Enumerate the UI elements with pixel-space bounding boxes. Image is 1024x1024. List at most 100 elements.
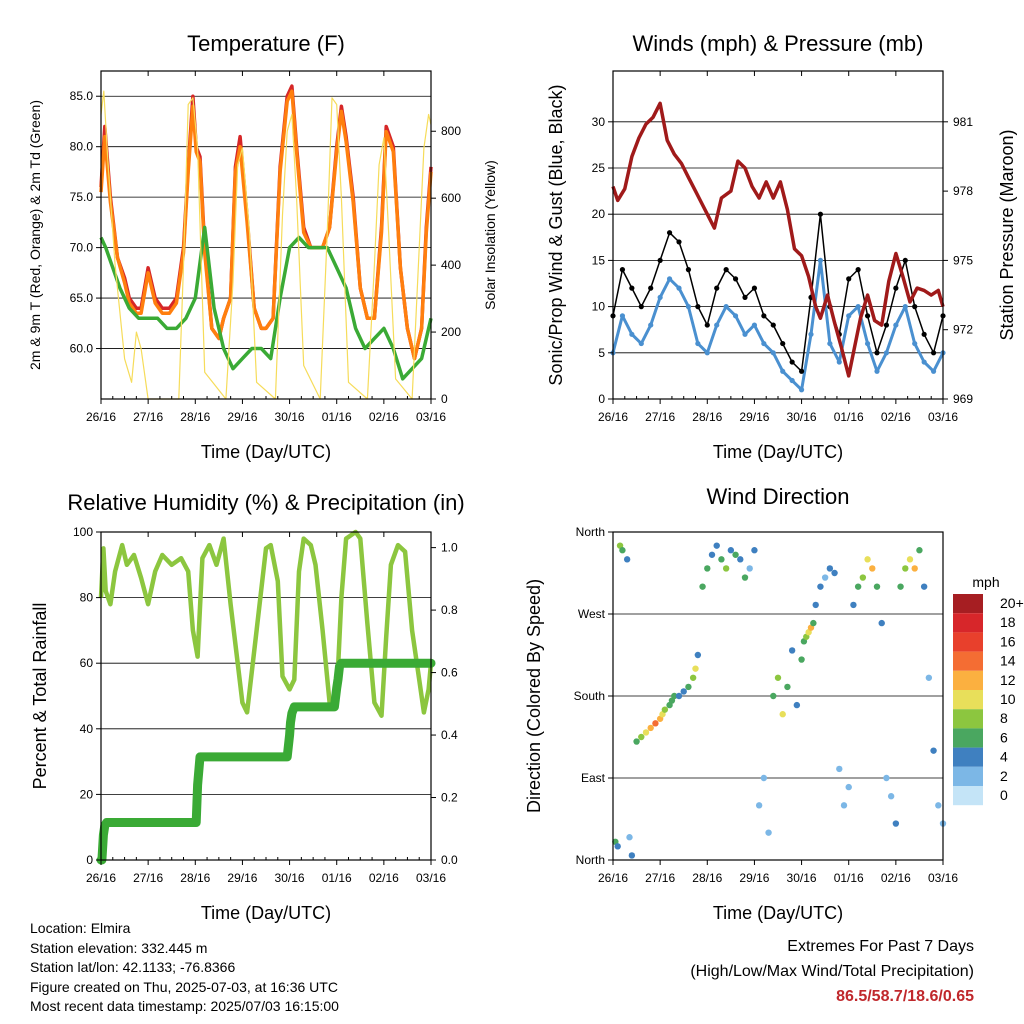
point-wind [855,304,861,310]
direction-point [642,729,650,736]
point-wind [657,294,663,300]
point-gust [761,313,767,319]
x-tick-label: 02/16 [881,871,911,885]
temperature-ylabel-right: Solar Insolation (Yellow) [482,160,498,310]
y-tick-label: North [576,525,605,539]
winds-ylabel: Sonic/Prop Wind & Gust (Blue, Black) [546,84,566,385]
x-tick-label: 30/16 [787,410,817,424]
direction-point [692,665,699,672]
point-gust [629,285,635,291]
direction-point [793,701,801,709]
direction-point [722,565,730,572]
direction-point [708,551,716,558]
point-gust [921,331,927,337]
point-wind [685,304,692,310]
series-gust [612,213,944,373]
temperature-xlabel: Time (Day/UTC) [201,442,331,462]
direction-point [770,692,777,700]
legend-label: 20+ [1000,595,1024,611]
direction-point [831,569,838,577]
point-gust [930,350,937,356]
legend-label: 12 [1000,672,1016,688]
y-tick-label: 20 [80,787,94,801]
winds-title: Winds (mph) & Pressure (mb) [633,31,924,56]
rh-precip-panel: Relative Humidity (%) & Precipitation (i… [30,490,465,923]
direction-point [779,711,786,718]
direction-point [836,765,843,773]
y-tick-label: 30 [592,115,606,129]
point-wind [883,350,890,356]
y-tick-label: 85.0 [70,89,94,103]
legend-swatch [953,747,983,767]
legend-swatch [953,670,983,690]
legend-label: 8 [1000,710,1008,726]
legend-label: 18 [1000,614,1016,630]
temperature-title: Temperature (F) [187,31,345,56]
x-tick-label: 27/16 [645,410,675,424]
x-tick-label: 26/16 [86,410,116,424]
series-t9m [99,89,433,361]
point-wind [912,340,918,347]
y-tick-label: 60.0 [70,342,94,356]
point-gust [638,304,644,310]
point-wind [874,368,880,374]
point-wind [780,368,786,374]
direction-point [887,793,895,800]
speed-legend: 20+ 18 16 14 12 10 8 6 4 2 0 [953,594,1024,806]
y-tick-label: 75.0 [70,190,94,204]
direction-point [760,774,768,782]
y-tick-label: 100 [73,525,93,539]
series-td2m [99,225,433,381]
direction-point [869,565,876,572]
point-wind [930,368,937,374]
point-gust [695,304,701,310]
point-wind [798,387,805,393]
series-pressure [611,101,945,378]
x-tick-label: 30/16 [787,871,817,885]
direction-point [864,556,871,563]
y-tick-label-right: 400 [441,258,461,272]
direction-point [821,574,829,581]
direction-point [614,843,621,850]
x-tick-label: 03/16 [416,871,446,885]
direction-point [661,706,669,713]
point-wind [893,322,899,328]
direction-point [788,647,796,654]
y-tick-label-right: 0 [441,392,448,406]
direction-point [892,820,900,827]
x-tick-label: 28/16 [692,871,722,885]
direction-point [873,583,881,590]
legend-label: 2 [1000,768,1008,784]
point-gust [902,257,908,264]
extremes-title: Extremes For Past 7 Days [787,938,974,955]
direction-point [638,733,645,741]
x-tick-label: 29/16 [227,871,257,885]
direction-point [626,834,633,841]
y-tick-label: 25 [592,161,606,175]
x-tick-label: 26/16 [598,871,628,885]
y-tick-label: 70.0 [70,241,94,255]
y-tick-label: 20 [592,207,606,221]
location-text: Location: Elmira [30,920,131,936]
direction-point [675,692,683,700]
point-gust [704,322,710,328]
direction-point [798,656,805,663]
legend-label: 14 [1000,653,1016,669]
timestamp-text: Most recent data timestamp: 2025/07/03 1… [30,998,339,1014]
point-wind [817,257,824,264]
x-tick-label: 01/16 [322,410,352,424]
direction-point [619,547,626,554]
rh-precip-ylabel: Percent & Total Rainfall [30,603,50,790]
direction-point [920,583,928,590]
y-tick-label-right: 1.0 [441,541,458,555]
direction-point [628,852,636,859]
point-wind [751,322,758,328]
y-tick-label: 60 [80,656,94,670]
winds-xlabel: Time (Day/UTC) [713,442,843,462]
legend-swatch [953,786,983,806]
y-tick-label: 10 [592,300,606,314]
x-tick-label: 26/16 [598,410,628,424]
wind-direction-title: Wind Direction [706,484,849,509]
point-gust [864,313,871,319]
x-tick-label: 02/16 [369,871,399,885]
